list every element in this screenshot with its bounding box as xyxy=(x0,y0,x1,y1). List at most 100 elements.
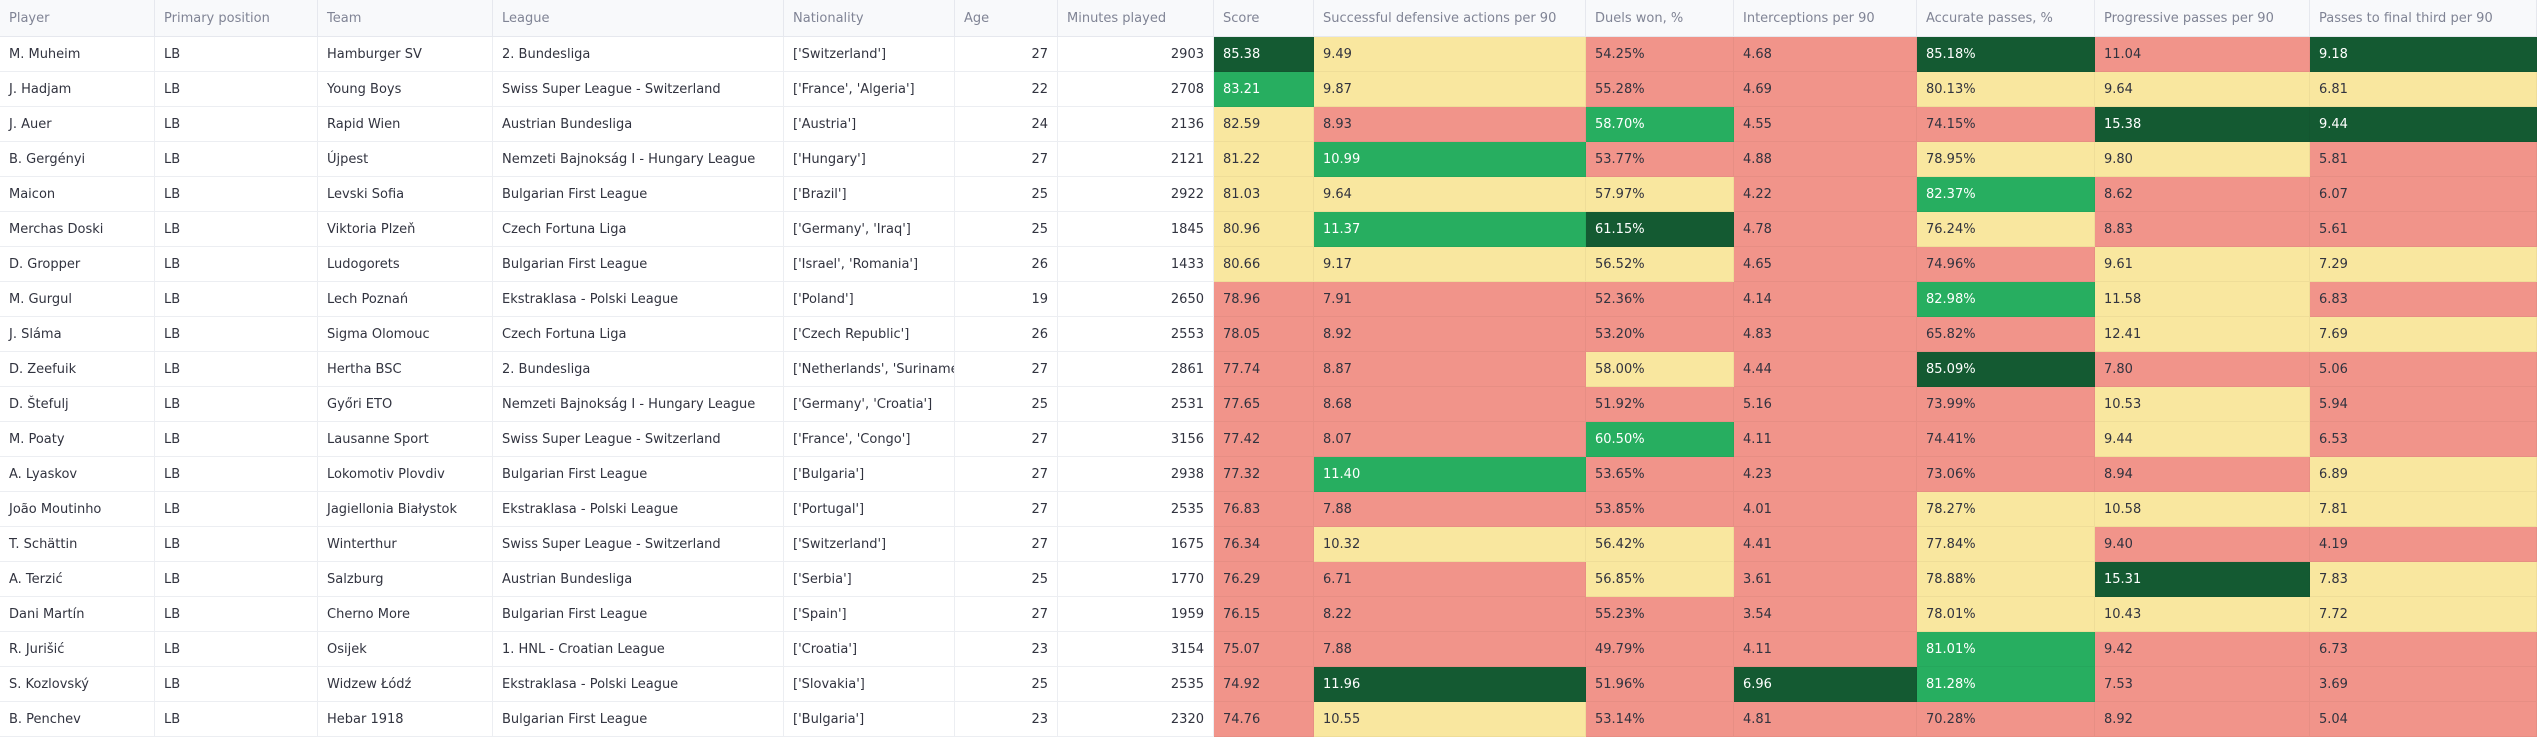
table-cell-league[interactable]: Nemzeti Bajnokság I - Hungary League xyxy=(493,387,784,422)
table-cell-team[interactable]: Sigma Olomouc xyxy=(318,317,493,352)
table-cell-age[interactable]: 23 xyxy=(955,632,1058,667)
table-cell-minutes[interactable]: 2938 xyxy=(1058,457,1214,492)
table-cell-minutes[interactable]: 2535 xyxy=(1058,667,1214,702)
table-cell-league[interactable]: Czech Fortuna Liga xyxy=(493,317,784,352)
table-cell-team[interactable]: Rapid Wien xyxy=(318,107,493,142)
table-cell-nationality[interactable]: ['Czech Republic'] xyxy=(784,317,955,352)
table-cell-player[interactable]: J. Sláma xyxy=(0,317,155,352)
table-cell-acc[interactable]: 74.15% xyxy=(1917,107,2095,142)
table-cell-league[interactable]: 2. Bundesliga xyxy=(493,37,784,72)
table-cell-position[interactable]: LB xyxy=(155,247,318,282)
table-cell-score[interactable]: 77.74 xyxy=(1214,352,1314,387)
table-cell-score[interactable]: 81.03 xyxy=(1214,177,1314,212)
table-cell-duels[interactable]: 51.96% xyxy=(1586,667,1734,702)
table-cell-team[interactable]: Ludogorets xyxy=(318,247,493,282)
table-cell-acc[interactable]: 78.27% xyxy=(1917,492,2095,527)
table-cell-int[interactable]: 4.11 xyxy=(1734,632,1917,667)
table-cell-league[interactable]: Ekstraklasa - Polski League xyxy=(493,492,784,527)
column-header-final[interactable]: Passes to final third per 90 xyxy=(2310,0,2537,37)
table-cell-position[interactable]: LB xyxy=(155,457,318,492)
table-cell-score[interactable]: 76.83 xyxy=(1214,492,1314,527)
table-cell-nationality[interactable]: ['Croatia'] xyxy=(784,632,955,667)
table-cell-team[interactable]: Young Boys xyxy=(318,72,493,107)
table-cell-league[interactable]: Bulgarian First League xyxy=(493,247,784,282)
table-cell-final[interactable]: 7.81 xyxy=(2310,492,2537,527)
table-cell-prog[interactable]: 7.53 xyxy=(2095,667,2310,702)
table-cell-acc[interactable]: 78.88% xyxy=(1917,562,2095,597)
table-cell-age[interactable]: 27 xyxy=(955,597,1058,632)
table-cell-position[interactable]: LB xyxy=(155,597,318,632)
table-cell-score[interactable]: 77.32 xyxy=(1214,457,1314,492)
table-cell-age[interactable]: 27 xyxy=(955,352,1058,387)
table-cell-def[interactable]: 10.99 xyxy=(1314,142,1586,177)
table-cell-prog[interactable]: 8.92 xyxy=(2095,702,2310,737)
table-cell-minutes[interactable]: 2136 xyxy=(1058,107,1214,142)
table-cell-final[interactable]: 5.04 xyxy=(2310,702,2537,737)
table-cell-age[interactable]: 25 xyxy=(955,562,1058,597)
table-cell-duels[interactable]: 54.25% xyxy=(1586,37,1734,72)
table-cell-int[interactable]: 4.78 xyxy=(1734,212,1917,247)
table-cell-player[interactable]: R. Jurišić xyxy=(0,632,155,667)
table-cell-player[interactable]: A. Terzić xyxy=(0,562,155,597)
table-cell-minutes[interactable]: 2708 xyxy=(1058,72,1214,107)
table-cell-age[interactable]: 19 xyxy=(955,282,1058,317)
table-cell-acc[interactable]: 81.01% xyxy=(1917,632,2095,667)
table-cell-final[interactable]: 4.19 xyxy=(2310,527,2537,562)
table-cell-duels[interactable]: 53.65% xyxy=(1586,457,1734,492)
table-cell-team[interactable]: Hamburger SV xyxy=(318,37,493,72)
table-cell-position[interactable]: LB xyxy=(155,212,318,247)
table-cell-duels[interactable]: 53.77% xyxy=(1586,142,1734,177)
table-cell-duels[interactable]: 56.85% xyxy=(1586,562,1734,597)
table-cell-nationality[interactable]: ['Portugal'] xyxy=(784,492,955,527)
table-cell-acc[interactable]: 78.95% xyxy=(1917,142,2095,177)
table-cell-final[interactable]: 5.81 xyxy=(2310,142,2537,177)
table-cell-league[interactable]: Bulgarian First League xyxy=(493,177,784,212)
table-cell-nationality[interactable]: ['Austria'] xyxy=(784,107,955,142)
table-cell-age[interactable]: 25 xyxy=(955,667,1058,702)
table-cell-league[interactable]: Bulgarian First League xyxy=(493,457,784,492)
table-cell-position[interactable]: LB xyxy=(155,142,318,177)
table-cell-age[interactable]: 26 xyxy=(955,247,1058,282)
table-cell-player[interactable]: D. Štefulj xyxy=(0,387,155,422)
column-header-acc[interactable]: Accurate passes, % xyxy=(1917,0,2095,37)
table-cell-team[interactable]: Újpest xyxy=(318,142,493,177)
column-header-player[interactable]: Player xyxy=(0,0,155,37)
table-cell-final[interactable]: 3.69 xyxy=(2310,667,2537,702)
table-cell-nationality[interactable]: ['France', 'Algeria'] xyxy=(784,72,955,107)
table-cell-prog[interactable]: 9.80 xyxy=(2095,142,2310,177)
table-cell-score[interactable]: 85.38 xyxy=(1214,37,1314,72)
table-cell-age[interactable]: 22 xyxy=(955,72,1058,107)
table-cell-player[interactable]: M. Muheim xyxy=(0,37,155,72)
column-header-prog[interactable]: Progressive passes per 90 xyxy=(2095,0,2310,37)
table-cell-prog[interactable]: 12.41 xyxy=(2095,317,2310,352)
table-cell-int[interactable]: 4.22 xyxy=(1734,177,1917,212)
table-cell-minutes[interactable]: 3154 xyxy=(1058,632,1214,667)
table-cell-player[interactable]: T. Schättin xyxy=(0,527,155,562)
table-cell-league[interactable]: Swiss Super League - Switzerland xyxy=(493,527,784,562)
table-cell-duels[interactable]: 56.42% xyxy=(1586,527,1734,562)
table-cell-player[interactable]: M. Poaty xyxy=(0,422,155,457)
table-cell-age[interactable]: 27 xyxy=(955,142,1058,177)
table-cell-acc[interactable]: 82.37% xyxy=(1917,177,2095,212)
table-cell-prog[interactable]: 9.40 xyxy=(2095,527,2310,562)
table-cell-final[interactable]: 7.72 xyxy=(2310,597,2537,632)
table-cell-minutes[interactable]: 2535 xyxy=(1058,492,1214,527)
table-cell-minutes[interactable]: 1845 xyxy=(1058,212,1214,247)
table-cell-def[interactable]: 9.64 xyxy=(1314,177,1586,212)
table-cell-score[interactable]: 77.42 xyxy=(1214,422,1314,457)
column-header-position[interactable]: Primary position xyxy=(155,0,318,37)
table-cell-minutes[interactable]: 2121 xyxy=(1058,142,1214,177)
table-cell-nationality[interactable]: ['Germany', 'Croatia'] xyxy=(784,387,955,422)
table-cell-team[interactable]: Lokomotiv Plovdiv xyxy=(318,457,493,492)
table-cell-acc[interactable]: 81.28% xyxy=(1917,667,2095,702)
table-cell-def[interactable]: 7.91 xyxy=(1314,282,1586,317)
table-cell-age[interactable]: 27 xyxy=(955,527,1058,562)
column-header-age[interactable]: Age xyxy=(955,0,1058,37)
table-cell-def[interactable]: 8.22 xyxy=(1314,597,1586,632)
table-cell-prog[interactable]: 9.61 xyxy=(2095,247,2310,282)
table-cell-age[interactable]: 27 xyxy=(955,457,1058,492)
table-cell-league[interactable]: Bulgarian First League xyxy=(493,597,784,632)
table-cell-nationality[interactable]: ['Poland'] xyxy=(784,282,955,317)
table-cell-team[interactable]: Salzburg xyxy=(318,562,493,597)
table-cell-acc[interactable]: 65.82% xyxy=(1917,317,2095,352)
